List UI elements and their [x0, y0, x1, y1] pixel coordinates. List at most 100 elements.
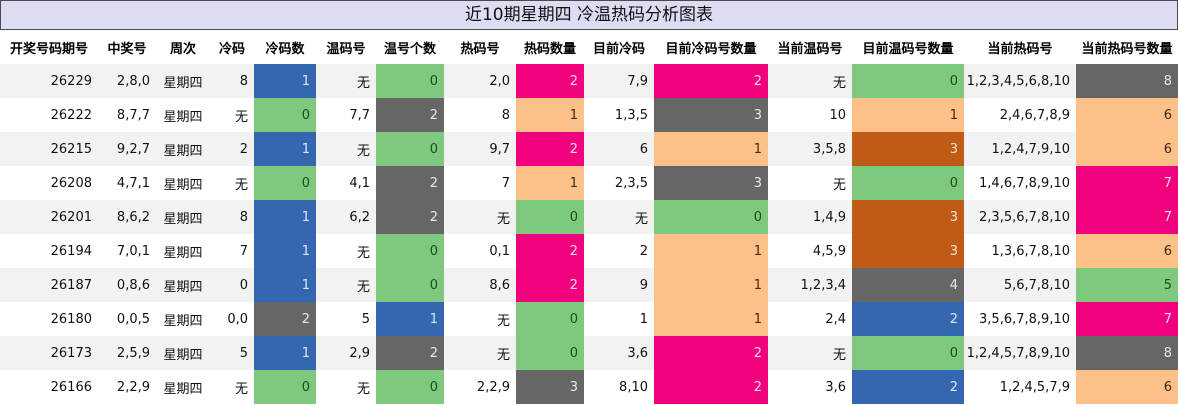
cold-count-cell: 1 [254, 268, 316, 302]
hot-count-cell: 1 [516, 166, 584, 200]
issue-cell: 26208 [0, 166, 98, 200]
current-cold-cell: 2,3,5 [584, 166, 654, 200]
warm-count-cell: 0 [376, 132, 444, 166]
winning-number-cell: 8,7,7 [98, 98, 156, 132]
hot-count-cell: 2 [516, 64, 584, 98]
hot-code-cell: 8 [444, 98, 516, 132]
warm-code-cell: 6,2 [316, 200, 376, 234]
current-warm-cell: 3,6 [768, 370, 852, 404]
current-hot-count-cell: 7 [1076, 302, 1178, 336]
weekday-cell: 星期四 [156, 200, 210, 234]
issue-cell: 26187 [0, 268, 98, 302]
header-hot-count: 热码数量 [523, 41, 576, 57]
winning-number-cell: 4,7,1 [98, 166, 156, 200]
current-warm-cell: 1,4,9 [768, 200, 852, 234]
current-warm-cell: 无 [768, 336, 852, 370]
current-cold-count-cell: 0 [654, 200, 768, 234]
hot-count-cell: 2 [516, 268, 584, 302]
hot-count-cell: 2 [516, 234, 584, 268]
current-hot-cell: 1,2,4,5,7,8,9,10 [964, 336, 1076, 370]
current-hot-cell: 1,3,6,7,8,10 [964, 234, 1076, 268]
current-cold-cell: 1,3,5 [584, 98, 654, 132]
hot-count-cell: 3 [516, 370, 584, 404]
current-hot-cell: 1,2,4,7,9,10 [964, 132, 1076, 166]
current-cold-cell: 无 [584, 200, 654, 234]
cold-code-cell: 7 [210, 234, 254, 268]
winning-number-cell: 2,5,9 [98, 336, 156, 370]
current-hot-count-cell: 6 [1076, 98, 1178, 132]
winning-number-cell: 0,8,6 [98, 268, 156, 302]
weekday-cell: 星期四 [156, 166, 210, 200]
table-header: 开奖号码期号 中奖号 周次 冷码 冷码数 温码号 温号个数 热码号 热码数量 目… [0, 30, 1178, 64]
current-hot-count-cell: 6 [1076, 132, 1178, 166]
cold-count-cell: 1 [254, 336, 316, 370]
issue-cell: 26194 [0, 234, 98, 268]
header-hot-code: 热码号 [460, 41, 500, 57]
hot-count-cell: 0 [516, 336, 584, 370]
warm-code-cell: 无 [316, 370, 376, 404]
current-cold-count-cell: 1 [654, 302, 768, 336]
current-hot-count-cell: 7 [1076, 200, 1178, 234]
cold-code-cell: 无 [210, 98, 254, 132]
current-cold-cell: 9 [584, 268, 654, 302]
table-row: 26208 4,7,1 星期四无 0 4,1 2 7 1 2,3,5 3 无 0 1,4,6,7,8,9… [0, 166, 1178, 200]
current-hot-count-cell: 7 [1076, 166, 1178, 200]
current-warm-cell: 4,5,9 [768, 234, 852, 268]
table-row: 26194 7,0,1 星期四 7 1 无 0 0,1 2 2 1 4,5,9 3 1,3,6,7,8,1… [0, 234, 1178, 268]
cold-code-cell: 0,0 [210, 302, 254, 336]
warm-code-cell: 无 [316, 132, 376, 166]
issue-cell: 26222 [0, 98, 98, 132]
current-warm-count-cell: 0 [852, 336, 964, 370]
hot-code-cell: 2,0 [444, 64, 516, 98]
hot-count-cell: 0 [516, 200, 584, 234]
warm-code-cell: 无 [316, 268, 376, 302]
warm-count-cell: 2 [376, 336, 444, 370]
cold-count-cell: 1 [254, 200, 316, 234]
weekday-cell: 星期四 [156, 302, 210, 336]
current-cold-count-cell: 2 [654, 336, 768, 370]
current-hot-cell: 3,5,6,7,8,9,10 [964, 302, 1076, 336]
current-cold-count-cell: 2 [654, 370, 768, 404]
current-warm-cell: 3,5,8 [768, 132, 852, 166]
hot-count-cell: 0 [516, 302, 584, 336]
issue-cell: 26229 [0, 64, 98, 98]
warm-count-cell: 0 [376, 268, 444, 302]
current-warm-cell: 2,4 [768, 302, 852, 336]
cold-count-cell: 0 [254, 166, 316, 200]
table-row: 26173 2,5,9 星期四 5 1 2,9 2 无 0 3,6 2 无 0 1,2,4,5,7,8,9… [0, 336, 1178, 370]
winning-number-cell: 2,8,0 [98, 64, 156, 98]
table-body: 26229 2,8,0 星期四 8 1 无 0 2,0 2 7,9 2 无 0 1,2,3,4,5,6,8… [0, 64, 1178, 404]
current-cold-count-cell: 3 [654, 166, 768, 200]
current-cold-cell: 7,9 [584, 64, 654, 98]
header-warm-code: 温码号 [326, 41, 366, 57]
hot-code-cell: 9,7 [444, 132, 516, 166]
header-warm-count: 温号个数 [383, 41, 436, 57]
header-issue-number: 开奖号码期号 [9, 41, 88, 57]
warm-code-cell: 无 [316, 234, 376, 268]
header-current-warm-count: 目前温码号数量 [862, 41, 954, 57]
header-cold-count: 冷码数 [265, 41, 305, 57]
current-hot-count-cell: 5 [1076, 268, 1178, 302]
cold-count-cell: 0 [254, 98, 316, 132]
header-cold-code: 冷码 [218, 41, 245, 57]
current-hot-cell: 5,6,7,8,10 [964, 268, 1076, 302]
table-row: 26215 9,2,7 星期四 2 1 无 0 9,7 2 6 1 3,5,8 3 1,2,4,7,9,1… [0, 132, 1178, 166]
current-warm-count-cell: 1 [852, 98, 964, 132]
current-cold-count-cell: 2 [654, 64, 768, 98]
current-cold-count-cell: 1 [654, 132, 768, 166]
warm-count-cell: 1 [376, 302, 444, 336]
hot-count-cell: 2 [516, 132, 584, 166]
warm-count-cell: 0 [376, 64, 444, 98]
warm-code-cell: 无 [316, 64, 376, 98]
current-warm-count-cell: 2 [852, 302, 964, 336]
weekday-cell: 星期四 [156, 98, 210, 132]
cold-code-cell: 0 [210, 268, 254, 302]
warm-count-cell: 2 [376, 166, 444, 200]
header-current-warm: 当前温码号 [777, 41, 843, 57]
table-row: 26201 8,6,2 星期四 8 1 6,2 2 无 0 无 0 1,4,9 3 2,3,5,6,7,8… [0, 200, 1178, 234]
issue-cell: 26201 [0, 200, 98, 234]
warm-count-cell: 2 [376, 200, 444, 234]
table-row: 26166 2,2,9 星期四无 0 无 0 2,2,9 3 8,10 2 3,6 2 1,2,4,5,… [0, 370, 1178, 404]
hot-code-cell: 无 [444, 200, 516, 234]
current-cold-cell: 3,6 [584, 336, 654, 370]
